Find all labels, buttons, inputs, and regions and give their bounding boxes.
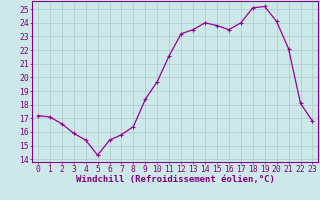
X-axis label: Windchill (Refroidissement éolien,°C): Windchill (Refroidissement éolien,°C) — [76, 175, 275, 184]
